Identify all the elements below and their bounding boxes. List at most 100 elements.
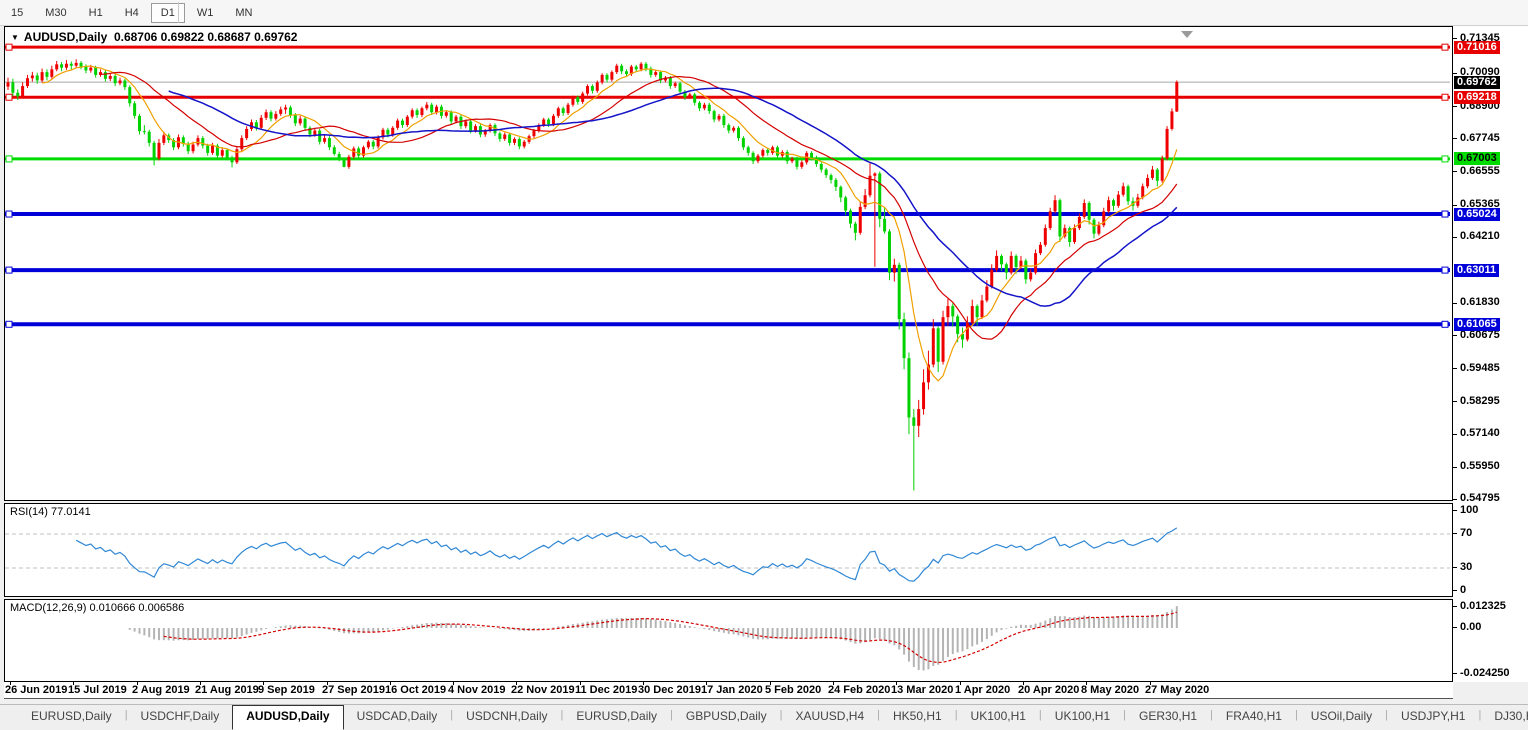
timeframe-button-15[interactable]: 15	[11, 6, 24, 19]
axis-tick-mark	[1453, 106, 1457, 107]
chart-tab-dj30-h1[interactable]: DJ30,H1	[1494, 709, 1528, 723]
axis-tick-mark	[1453, 533, 1457, 534]
axis-tick-mark	[1453, 335, 1457, 336]
rsi-indicator-panel[interactable]: RSI(14) 77.0141	[4, 503, 1453, 597]
timeframe-button-h1[interactable]: H1	[88, 6, 103, 19]
date-tick-mark	[770, 682, 771, 685]
date-tick-mark	[833, 682, 834, 685]
price-tick-label: 0.54795	[1460, 492, 1500, 504]
macd-label: MACD(12,26,9) 0.010666 0.006586	[10, 602, 185, 614]
toolbar-separator	[178, 2, 179, 23]
price-tick-label: 0.60675	[1460, 329, 1500, 341]
chart-tab-fra40-h1[interactable]: FRA40,H1	[1225, 709, 1282, 723]
chart-tab-audusd-daily[interactable]: AUDUSD,Daily	[232, 705, 344, 730]
date-label: 17 Jan 2020	[701, 684, 763, 696]
main-price-chart-panel[interactable]: ▼ AUDUSD,Daily 0.68706 0.69822 0.68687 0.…	[4, 26, 1453, 501]
date-label: 1 Apr 2020	[955, 684, 1011, 696]
chart-tab-gbpusd-daily[interactable]: GBPUSD,Daily	[685, 709, 767, 723]
chart-tab-usdjpy-h1[interactable]: USDJPY,H1	[1401, 709, 1466, 723]
chart-tab-uk100-h1[interactable]: UK100,H1	[970, 709, 1026, 723]
date-label: 15 Jul 2019	[68, 684, 127, 696]
date-label: 2 Aug 2019	[132, 684, 190, 696]
date-label: 16 Oct 2019	[385, 684, 447, 696]
date-label: 9 Sep 2019	[258, 684, 315, 696]
date-tick-mark	[73, 682, 74, 685]
chart-title: ▼ AUDUSD,Daily 0.68706 0.69822 0.68687 0.…	[11, 30, 297, 44]
chart-tab-usoil-daily[interactable]: USOil,Daily	[1310, 709, 1373, 723]
macd-indicator-panel[interactable]: MACD(12,26,9) 0.010666 0.006586	[4, 599, 1453, 682]
timeframe-button-w1[interactable]: W1	[196, 6, 214, 19]
chart-tab-hk50-h1[interactable]: HK50,H1	[892, 709, 942, 723]
ma-8-line	[42, 65, 1178, 382]
candles-layer	[6, 59, 1179, 491]
price-tick-label: 0.70090	[1460, 66, 1500, 78]
date-tick-mark	[580, 682, 581, 685]
price-axis[interactable]: 0.71345 0.70090 0.68900 0.67745 0.66555 0.653…	[1453, 26, 1528, 682]
axis-tick-mark	[1453, 368, 1457, 369]
timeframe-button-mn[interactable]: MN	[235, 6, 253, 19]
tab-divider: |	[560, 709, 564, 721]
axis-tick-mark	[1453, 303, 1457, 304]
axis-tick-mark	[1453, 138, 1457, 139]
chart-shift-marker-icon[interactable]	[1181, 31, 1193, 38]
date-tick-mark	[643, 682, 644, 685]
chart-tab-xauusd-h4[interactable]: XAUUSD,H4	[795, 709, 865, 723]
symbol-dropdown-icon[interactable]: ▼	[11, 33, 19, 42]
macd-tick-label: 0.00	[1460, 621, 1482, 633]
date-label: 20 Apr 2020	[1018, 684, 1080, 696]
hline-0.63011[interactable]	[5, 266, 1450, 274]
price-tick-label: 0.57140	[1460, 427, 1500, 439]
date-label: 24 Feb 2020	[828, 684, 891, 696]
rsi-tick-label: 0	[1460, 584, 1467, 596]
date-label: 13 Mar 2020	[891, 684, 954, 696]
hline-0.61065[interactable]	[5, 320, 1450, 328]
axis-tick-mark	[1453, 510, 1457, 511]
date-axis[interactable]: 26 Jun 2019 15 Jul 2019 2 Aug 2019 21 Aug 2…	[4, 682, 1453, 699]
hline-0.67003[interactable]	[5, 155, 1450, 163]
date-tick-mark	[1023, 682, 1024, 685]
chart-tab-bar: EURUSD,Daily | USDCHF,Daily AUDUSD,Daily USD…	[0, 704, 1528, 730]
chart-tab-usdchf-daily[interactable]: USDCHF,Daily	[140, 709, 220, 723]
chart-tab-uk100-h1[interactable]: UK100,H1	[1054, 709, 1111, 723]
date-tick-mark	[1150, 682, 1151, 685]
price-tick-label: 0.66555	[1460, 165, 1500, 177]
axis-tick-mark	[1453, 434, 1457, 435]
rsi-tick-label: 100	[1460, 504, 1479, 516]
timeframe-button-d1[interactable]: D1	[150, 2, 185, 23]
macd-tick-label: -0.024250	[1460, 667, 1510, 679]
axis-tick-mark	[1453, 499, 1457, 500]
candlestick-canvas[interactable]	[5, 27, 1450, 498]
hline-0.71016[interactable]	[5, 43, 1450, 51]
axis-tick-mark	[1453, 673, 1457, 674]
timeframe-button-h4[interactable]: H4	[124, 6, 139, 19]
axis-tick-mark	[1453, 73, 1457, 74]
chart-symbol-label: AUDUSD,Daily	[23, 30, 108, 44]
rsi-tick-label: 70	[1460, 527, 1473, 539]
hline-0.69218[interactable]	[5, 93, 1450, 101]
chart-tab-usdcad-daily[interactable]: USDCAD,Daily	[356, 709, 438, 723]
timeframe-button-m30[interactable]: M30	[45, 6, 67, 19]
price-badge-0.69762: 0.69762	[1454, 76, 1500, 89]
date-tick-mark	[137, 682, 138, 685]
chart-tab-ger30-h1[interactable]: GER30,H1	[1139, 709, 1198, 723]
chart-tab-eurusd-daily[interactable]: EURUSD,Daily	[31, 709, 112, 723]
date-label: 4 Nov 2019	[448, 684, 506, 696]
tab-divider: |	[670, 709, 673, 721]
tab-divider: |	[124, 709, 128, 721]
macd-tick-label: 0.012325	[1460, 600, 1506, 612]
tab-divider: |	[877, 709, 880, 721]
price-badge-0.61065: 0.61065	[1454, 318, 1500, 331]
tab-divider: |	[1123, 709, 1127, 721]
tab-divider: |	[1038, 709, 1042, 721]
chart-tab-usdcnh-daily[interactable]: USDCNH,Daily	[466, 709, 548, 723]
macd-canvas	[128, 606, 1178, 671]
date-label: 5 Feb 2020	[765, 684, 822, 696]
tab-divider: |	[1294, 709, 1298, 721]
axis-tick-mark	[1453, 401, 1457, 402]
axis-tick-mark	[1453, 38, 1457, 39]
tab-divider: |	[450, 709, 454, 721]
hline-0.65024[interactable]	[5, 210, 1450, 218]
axis-tick-mark	[1453, 590, 1457, 591]
chart-tab-eurusd-daily[interactable]: EURUSD,Daily	[576, 709, 658, 723]
price-badge-0.63011: 0.63011	[1454, 264, 1500, 277]
